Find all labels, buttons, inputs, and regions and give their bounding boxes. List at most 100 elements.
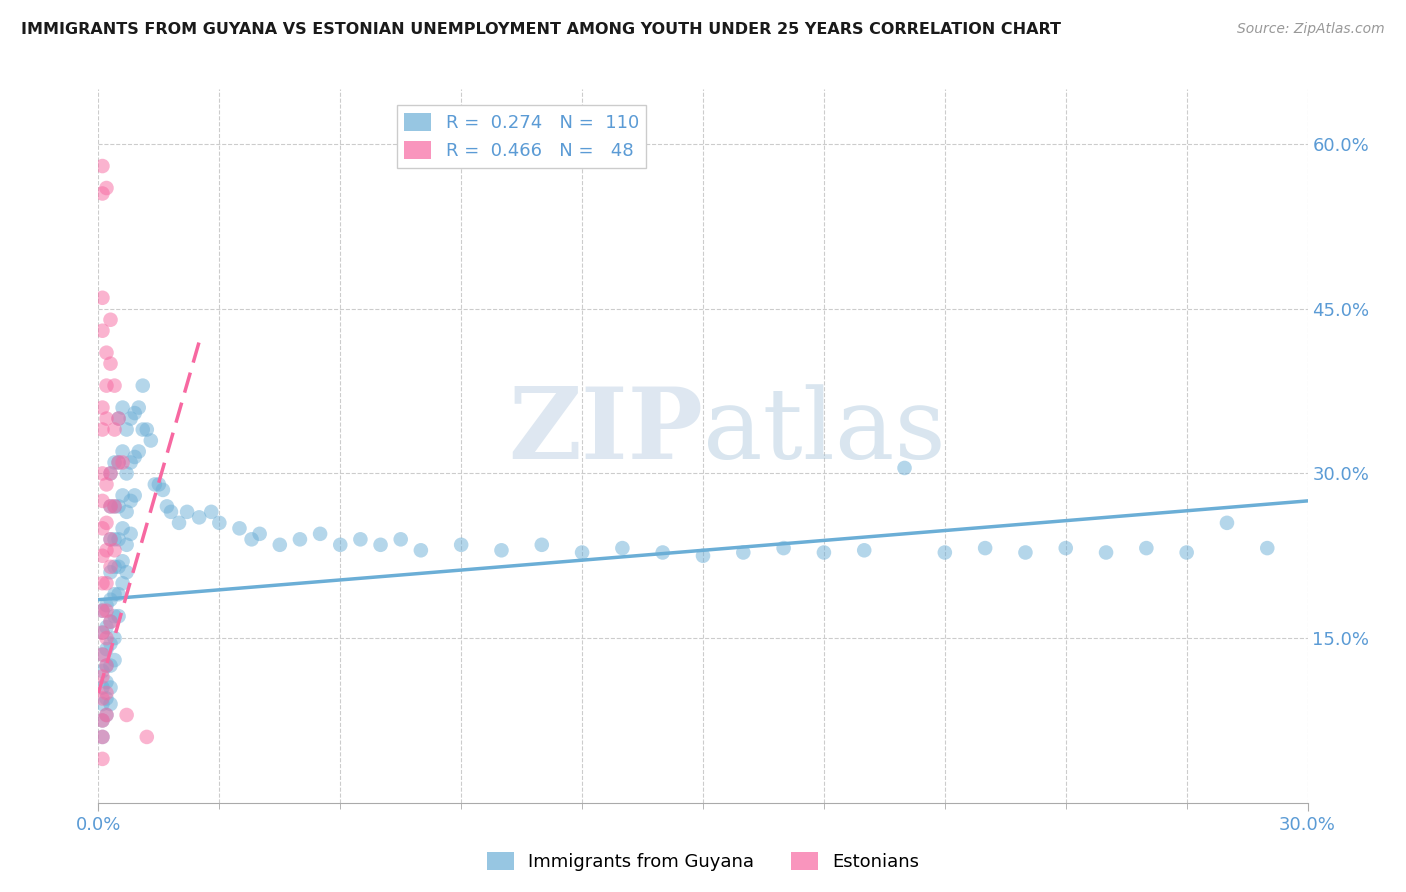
Point xyxy=(91,730,114,744)
Point xyxy=(103,631,125,645)
Point xyxy=(772,541,794,555)
Point xyxy=(103,587,125,601)
Point xyxy=(96,686,118,700)
Point xyxy=(103,609,125,624)
Text: atlas: atlas xyxy=(703,384,946,480)
Point xyxy=(96,181,118,195)
Point xyxy=(91,752,114,766)
Point xyxy=(1175,545,1198,559)
Point xyxy=(100,592,122,607)
Point xyxy=(1054,541,1077,555)
Point xyxy=(124,488,146,502)
Point xyxy=(115,566,138,580)
Point xyxy=(96,691,118,706)
Point xyxy=(100,615,122,629)
Point xyxy=(96,516,118,530)
Point xyxy=(128,401,150,415)
Point xyxy=(530,538,553,552)
Text: IMMIGRANTS FROM GUYANA VS ESTONIAN UNEMPLOYMENT AMONG YOUTH UNDER 25 YEARS CORRE: IMMIGRANTS FROM GUYANA VS ESTONIAN UNEMP… xyxy=(21,22,1062,37)
Point xyxy=(103,500,125,514)
Point xyxy=(91,494,114,508)
Point xyxy=(91,625,114,640)
Point xyxy=(107,533,129,547)
Point xyxy=(409,543,432,558)
Point xyxy=(91,730,114,744)
Point xyxy=(103,423,125,437)
Point xyxy=(91,648,114,662)
Point xyxy=(100,533,122,547)
Point xyxy=(148,477,170,491)
Point xyxy=(450,538,472,552)
Point xyxy=(389,533,412,547)
Point xyxy=(143,477,166,491)
Point xyxy=(103,500,125,514)
Point xyxy=(612,541,634,555)
Point xyxy=(111,444,134,458)
Point xyxy=(91,549,114,563)
Point xyxy=(115,708,138,723)
Point xyxy=(100,658,122,673)
Point xyxy=(692,549,714,563)
Point xyxy=(96,708,118,723)
Point xyxy=(91,681,114,695)
Point xyxy=(91,697,114,711)
Point xyxy=(91,521,114,535)
Point xyxy=(103,378,125,392)
Point xyxy=(115,505,138,519)
Point xyxy=(100,467,122,481)
Point xyxy=(240,533,263,547)
Point xyxy=(91,467,114,481)
Point xyxy=(160,505,183,519)
Point xyxy=(103,653,125,667)
Point xyxy=(152,483,174,497)
Point xyxy=(91,604,114,618)
Point xyxy=(115,538,138,552)
Point xyxy=(853,543,876,558)
Point xyxy=(100,357,122,371)
Point xyxy=(100,697,122,711)
Point xyxy=(115,423,138,437)
Point xyxy=(111,488,134,502)
Point xyxy=(91,423,114,437)
Point xyxy=(96,576,118,591)
Point xyxy=(107,411,129,425)
Point xyxy=(132,378,155,392)
Point xyxy=(249,526,271,541)
Point xyxy=(1256,541,1278,555)
Point xyxy=(103,559,125,574)
Point xyxy=(188,510,211,524)
Point xyxy=(128,444,150,458)
Point xyxy=(111,521,134,535)
Point xyxy=(100,312,122,326)
Point xyxy=(120,455,142,469)
Point xyxy=(349,533,371,547)
Point xyxy=(100,615,122,629)
Point xyxy=(124,450,146,464)
Point xyxy=(100,637,122,651)
Point xyxy=(288,533,311,547)
Point xyxy=(91,669,114,683)
Point xyxy=(571,545,593,559)
Point xyxy=(107,587,129,601)
Legend: R =  0.274   N =  110, R =  0.466   N =   48: R = 0.274 N = 110, R = 0.466 N = 48 xyxy=(396,105,647,168)
Point xyxy=(1216,516,1239,530)
Point xyxy=(100,533,122,547)
Point xyxy=(91,159,114,173)
Point xyxy=(167,516,190,530)
Point xyxy=(91,324,114,338)
Point xyxy=(934,545,956,559)
Point xyxy=(96,658,118,673)
Point xyxy=(107,455,129,469)
Point xyxy=(111,554,134,568)
Point xyxy=(100,500,122,514)
Point xyxy=(893,461,915,475)
Point xyxy=(91,291,114,305)
Point xyxy=(813,545,835,559)
Point xyxy=(491,543,513,558)
Point xyxy=(103,455,125,469)
Point xyxy=(139,434,162,448)
Point xyxy=(111,455,134,469)
Point xyxy=(96,345,118,359)
Point xyxy=(135,423,157,437)
Point xyxy=(91,691,114,706)
